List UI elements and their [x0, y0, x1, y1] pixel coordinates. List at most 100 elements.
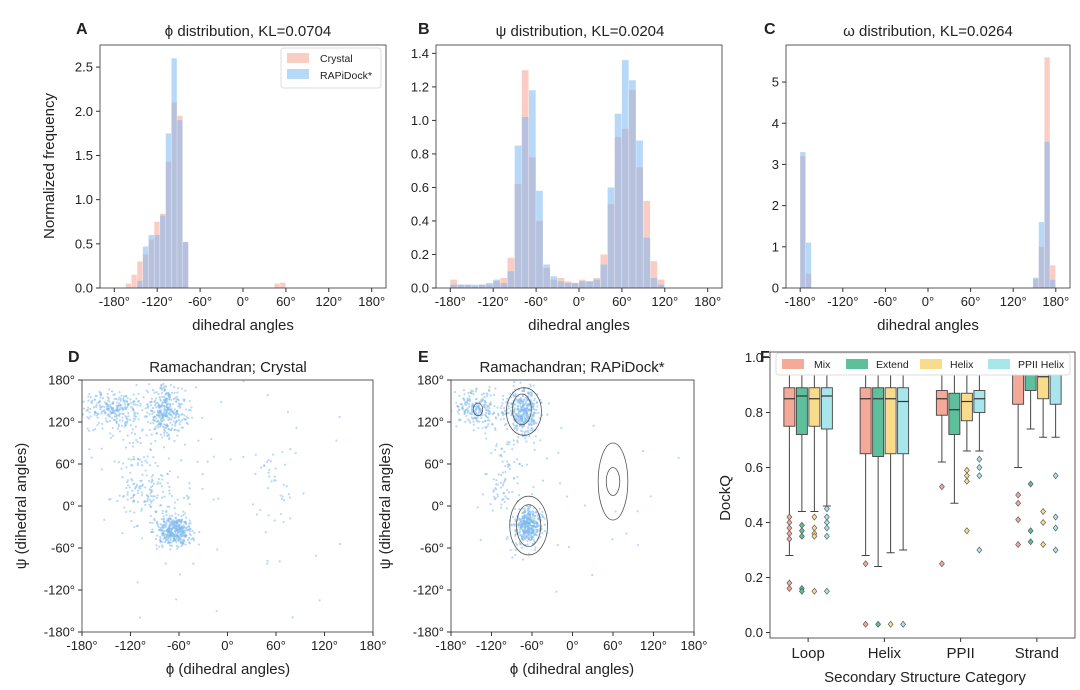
- scatter-point: [267, 471, 270, 474]
- box-flier: [823, 524, 830, 532]
- scatter-point: [496, 493, 499, 496]
- scatter-point: [169, 421, 172, 424]
- scatter-point: [513, 380, 516, 384]
- scatter-point: [86, 409, 89, 412]
- scatter-point: [468, 397, 471, 400]
- scatter-point: [166, 532, 169, 535]
- scatter-point: [530, 492, 534, 496]
- scatter-point: [107, 498, 111, 501]
- x-tick-label: -180°: [435, 294, 466, 309]
- scatter-point: [135, 384, 138, 387]
- scatter-point: [155, 432, 158, 435]
- scatter-point: [141, 464, 144, 467]
- scatter-point: [167, 438, 171, 441]
- scatter-point: [493, 405, 496, 408]
- scatter-point: [505, 507, 509, 510]
- x-ticks-c: -180° -120° -60° 0° 60° 120° 180°: [785, 288, 1069, 309]
- scatter-point: [165, 539, 168, 542]
- scatter-point: [176, 498, 179, 501]
- scatter-point: [166, 481, 169, 485]
- scatter-point: [100, 447, 103, 450]
- scatter-point: [163, 411, 167, 414]
- scatter-point: [188, 525, 191, 529]
- scatter-point: [677, 456, 680, 459]
- scatter-point: [167, 541, 171, 544]
- scatter-point: [198, 531, 201, 534]
- scatter-point: [161, 478, 164, 481]
- hist-bar-rapidock: [621, 60, 629, 288]
- scatter-point: [526, 528, 530, 531]
- y-ticks-a: 0.0 0.5 1.0 1.5 2.0 2.5: [75, 60, 100, 296]
- scatter-point: [181, 543, 184, 546]
- scatter-point: [541, 479, 545, 482]
- scatter-point: [504, 470, 507, 474]
- scatter-point: [131, 445, 135, 448]
- scatter-point: [155, 496, 159, 499]
- scatter-point: [476, 506, 479, 509]
- scatter-point: [121, 531, 124, 535]
- scatter-point: [82, 407, 86, 410]
- scatter-point: [146, 405, 150, 408]
- scatter-point: [201, 416, 204, 419]
- legend-f-swatch-ppii: [988, 359, 1010, 369]
- scatter-point: [150, 433, 153, 436]
- scatter-point: [189, 409, 192, 412]
- scatter-point: [160, 529, 163, 532]
- scatter-point: [139, 479, 142, 483]
- scatter-point: [520, 417, 524, 420]
- box-flier: [1052, 546, 1059, 554]
- scatter-point: [189, 534, 192, 537]
- y-tick-label: 1.4: [411, 46, 429, 61]
- scatter-point: [151, 521, 154, 525]
- scatter-point: [493, 495, 496, 498]
- scatter-point: [488, 419, 491, 422]
- scatter-point: [165, 403, 169, 407]
- scatter-point: [210, 437, 213, 441]
- scatter-point: [506, 460, 509, 463]
- scatter-point: [501, 484, 505, 487]
- scatter-point: [101, 397, 105, 400]
- scatter-point: [184, 418, 188, 421]
- y-tick-label: 0: [772, 281, 779, 296]
- y-tick-label: 180°: [48, 373, 75, 388]
- scatter-point: [130, 497, 133, 500]
- scatter-point: [162, 386, 165, 389]
- scatter-point: [162, 401, 165, 404]
- scatter-point: [183, 443, 187, 446]
- scatter-point: [153, 517, 156, 520]
- scatter-point: [146, 461, 149, 464]
- scatter-point: [124, 420, 127, 424]
- scatter-point: [128, 486, 131, 489]
- box-flier: [1027, 538, 1034, 546]
- panel-a-phi-histogram: A ϕ distribution, KL=0.0704 -180° -120° -6…: [41, 21, 387, 334]
- scatter-point: [121, 419, 124, 422]
- scatter-point: [522, 516, 525, 519]
- scatter-point: [155, 547, 158, 550]
- y-tick-label: 0.4: [745, 515, 763, 530]
- scatter-point: [513, 424, 516, 427]
- axes-frame-f: [769, 351, 1076, 639]
- scatter-point: [130, 464, 133, 467]
- scatter-point: [101, 422, 104, 425]
- scatter-point: [127, 484, 130, 487]
- scatter-point: [116, 427, 120, 430]
- scatter-point: [161, 544, 164, 547]
- box-iqr: [808, 387, 821, 427]
- scatter-point: [173, 534, 176, 537]
- scatter-point: [520, 520, 523, 523]
- scatter-point: [120, 424, 123, 427]
- scatter-point: [505, 427, 509, 431]
- scatter-point: [260, 466, 263, 469]
- scatter-point: [148, 464, 152, 467]
- scatter-point: [150, 397, 154, 400]
- scatter-point: [514, 542, 518, 545]
- scatter-point: [132, 400, 135, 404]
- scatter-point: [528, 536, 531, 539]
- scatter-point: [523, 387, 526, 391]
- scatter-point: [513, 524, 516, 527]
- scatter-point: [187, 417, 190, 420]
- scatter-point: [159, 405, 162, 408]
- scatter-point: [181, 419, 184, 422]
- scatter-points-e: [451, 380, 680, 593]
- scatter-point: [106, 395, 109, 399]
